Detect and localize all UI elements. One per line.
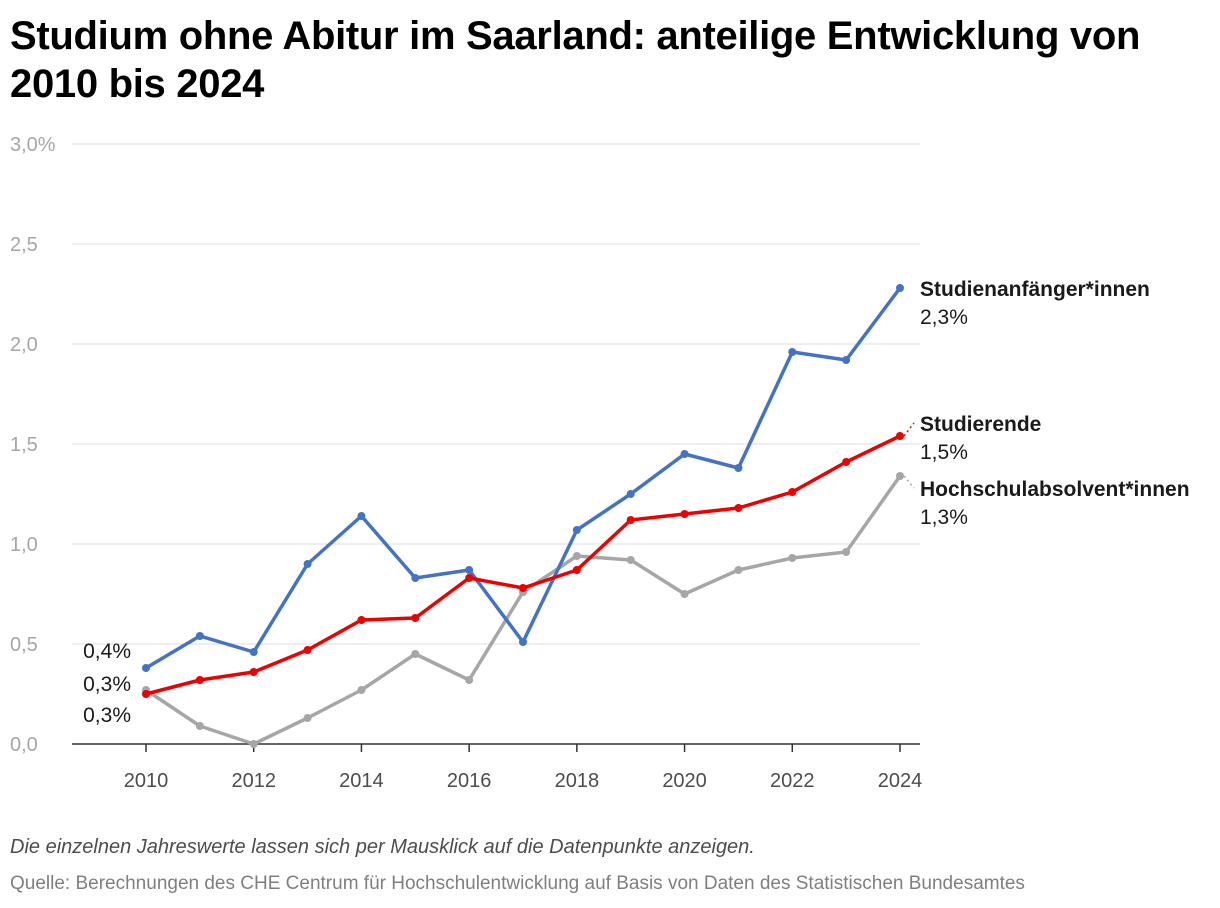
data-point-studienanf-nger-innen bbox=[734, 464, 743, 472]
data-point-studierende bbox=[572, 566, 581, 574]
series-name-label: Studienanfänger*innen bbox=[920, 278, 1150, 301]
data-point-studienanf-nger-innen bbox=[357, 512, 366, 520]
data-point-studienanf-nger-innen bbox=[842, 356, 851, 364]
x-tick-label: 2024 bbox=[878, 770, 923, 792]
series-start-value: 0,3% bbox=[83, 673, 131, 696]
data-point-studierende bbox=[195, 676, 204, 684]
data-point-studierende bbox=[842, 458, 851, 466]
data-point-studierende bbox=[519, 584, 527, 592]
data-point-studienanf-nger-innen bbox=[896, 284, 904, 292]
source-note: Quelle: Berechnungen des CHE Centrum für… bbox=[10, 873, 1025, 894]
data-point-studierende bbox=[626, 516, 635, 524]
data-point-studierende bbox=[357, 616, 366, 624]
data-point-studienanf-nger-innen bbox=[465, 566, 474, 574]
y-tick-label: 0,5 bbox=[10, 634, 38, 656]
data-point-hochschulabsolvent-innen bbox=[788, 554, 797, 562]
series-line-hochschulabsolvent-innen bbox=[144, 474, 902, 746]
series-name-label: Hochschulabsolvent*innen bbox=[920, 478, 1190, 501]
data-point-studierende bbox=[680, 510, 689, 518]
data-point-hochschulabsolvent-innen bbox=[465, 676, 474, 684]
y-tick-label: 1,5 bbox=[10, 434, 38, 456]
data-point-hochschulabsolvent-innen bbox=[249, 740, 258, 748]
series-line-studierende bbox=[144, 434, 902, 696]
series-labels: Studienanfänger*innen 2,3% Studierende 1,5%… bbox=[83, 278, 1189, 727]
y-tick-label: 3,0% bbox=[10, 134, 56, 156]
x-tick-label: 2016 bbox=[447, 770, 492, 792]
data-point-studierende bbox=[734, 504, 743, 512]
y-tick-label: 1,0 bbox=[10, 534, 38, 556]
data-point-studierende bbox=[896, 432, 904, 440]
data-point-hochschulabsolvent-innen bbox=[626, 556, 635, 564]
data-point-hochschulabsolvent-innen bbox=[195, 722, 204, 730]
data-point-studierende bbox=[249, 668, 258, 676]
data-point-studienanf-nger-innen bbox=[142, 664, 150, 672]
y-tick-label: 0,0 bbox=[10, 734, 38, 756]
data-point-hochschulabsolvent-innen bbox=[896, 472, 904, 480]
data-point-hochschulabsolvent-innen bbox=[357, 686, 366, 694]
x-tick-label: 2018 bbox=[555, 770, 600, 792]
x-tick-label: 2010 bbox=[124, 770, 169, 792]
y-tick-label: 2,0 bbox=[10, 334, 38, 356]
x-tick-label: 2014 bbox=[339, 770, 384, 792]
interaction-note: Die einzelnen Jahreswerte lassen sich pe… bbox=[10, 836, 755, 858]
data-point-studierende bbox=[411, 614, 420, 622]
y-tick-label: 2,5 bbox=[10, 234, 38, 256]
data-point-hochschulabsolvent-innen bbox=[572, 552, 581, 560]
chart-title: Studium ohne Abitur im Saarland: anteili… bbox=[10, 14, 1141, 106]
data-point-studienanf-nger-innen bbox=[626, 490, 635, 498]
x-tick-label: 2020 bbox=[662, 770, 707, 792]
data-point-studienanf-nger-innen bbox=[195, 632, 204, 640]
series-start-value: 0,3% bbox=[83, 704, 131, 727]
data-point-studienanf-nger-innen bbox=[303, 560, 312, 568]
line-chart: 0,0 0,5 1,0 1,5 2,0 2,5 3,0% 2010 2012 2014 2016 20… bbox=[10, 134, 1190, 792]
series-name-label: Studierende bbox=[920, 413, 1041, 436]
series-end-value: 1,3% bbox=[920, 506, 968, 529]
data-point-studierende bbox=[465, 574, 474, 582]
series-line-studienanf-nger-innen bbox=[144, 286, 902, 670]
data-point-studienanf-nger-innen bbox=[411, 574, 420, 582]
data-point-studierende bbox=[142, 690, 150, 698]
axes: 0,0 0,5 1,0 1,5 2,0 2,5 3,0% 2010 2012 2014 2016 20… bbox=[10, 134, 922, 792]
series-end-value: 1,5% bbox=[920, 441, 968, 464]
data-point-hochschulabsolvent-innen bbox=[680, 590, 689, 598]
data-point-hochschulabsolvent-innen bbox=[734, 566, 743, 574]
data-point-studierende bbox=[788, 488, 797, 496]
label-leader bbox=[903, 475, 915, 489]
label-leader bbox=[903, 422, 915, 437]
data-point-studienanf-nger-innen bbox=[572, 526, 581, 534]
data-point-hochschulabsolvent-innen bbox=[842, 548, 851, 556]
data-point-studierende bbox=[303, 646, 312, 654]
data-point-studienanf-nger-innen bbox=[788, 348, 797, 356]
x-tick-label: 2022 bbox=[770, 770, 815, 792]
x-tick-label: 2012 bbox=[231, 770, 276, 792]
data-point-studienanf-nger-innen bbox=[680, 450, 689, 458]
data-point-hochschulabsolvent-innen bbox=[303, 714, 312, 722]
series-end-value: 2,3% bbox=[920, 306, 968, 329]
data-point-studienanf-nger-innen bbox=[519, 638, 527, 646]
series-lines bbox=[142, 284, 904, 748]
gridlines bbox=[72, 143, 920, 645]
data-point-hochschulabsolvent-innen bbox=[411, 650, 420, 658]
data-point-studienanf-nger-innen bbox=[249, 648, 258, 656]
series-start-value: 0,4% bbox=[83, 640, 131, 663]
